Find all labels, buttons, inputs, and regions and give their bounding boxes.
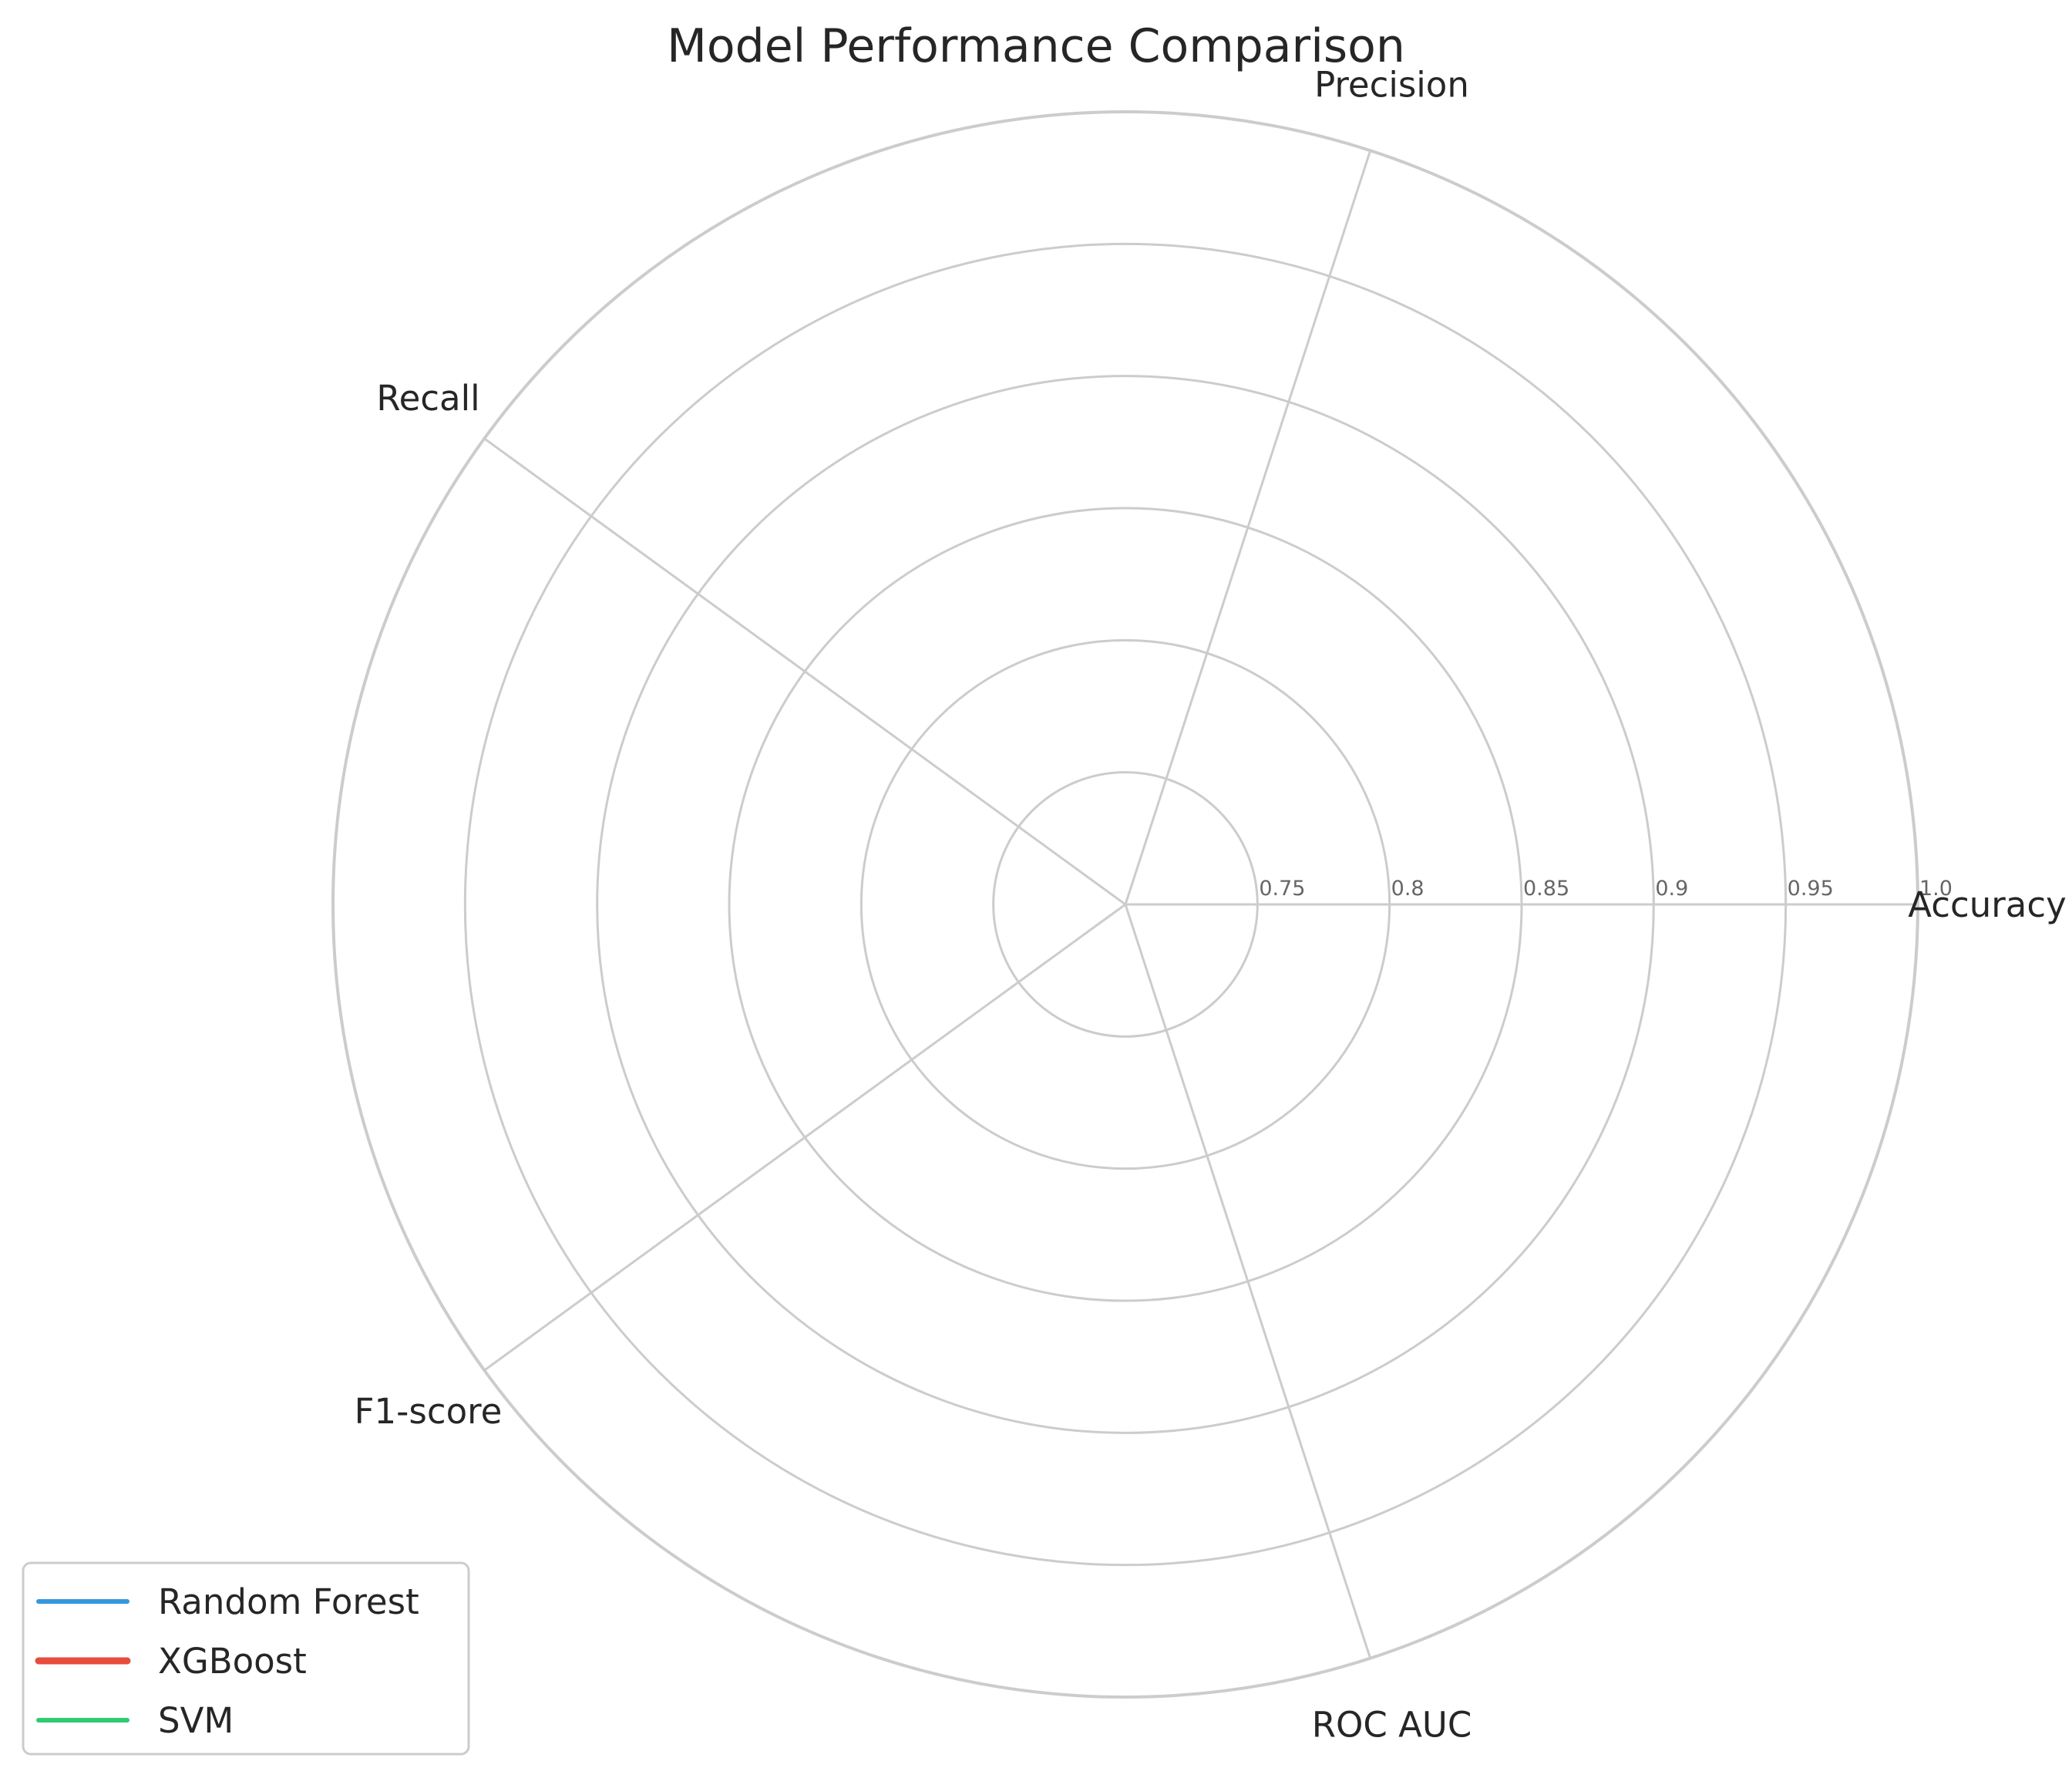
r-tick-label: 0.85	[1523, 877, 1569, 901]
r-tick-label: 0.9	[1655, 877, 1688, 901]
chart-title: Model Performance Comparison	[667, 19, 1405, 73]
axis-label: Accuracy	[1908, 884, 2066, 925]
legend-label: SVM	[158, 1700, 234, 1741]
axis-label: Precision	[1314, 65, 1469, 106]
r-tick-label: 0.75	[1259, 877, 1305, 901]
r-tick-label: 0.95	[1788, 877, 1834, 901]
spoke-line	[483, 903, 1126, 1372]
legend-label: Random Forest	[158, 1581, 419, 1622]
axis-label: ROC AUC	[1312, 1704, 1472, 1745]
radar-spokes	[483, 150, 1918, 1659]
legend-frame	[22, 1561, 470, 1756]
spoke-line	[483, 437, 1126, 906]
r-tick-label: 0.8	[1391, 877, 1424, 901]
legend: Random Forest XGBoost SVM	[22, 1561, 470, 1756]
r-tick-label: 1.0	[1919, 877, 1953, 901]
radar-axis-labels: Accuracy Precision Recall F1-score ROC AUC	[355, 65, 2067, 1746]
radar-tick-labels: 0.75 0.8 0.85 0.9 0.95 1.0	[1259, 877, 1953, 901]
legend-label: XGBoost	[158, 1641, 307, 1682]
axis-label: F1-score	[355, 1391, 503, 1432]
spoke-line	[1124, 904, 1372, 1659]
spoke-line	[1124, 150, 1372, 905]
axis-label: Recall	[376, 378, 479, 419]
